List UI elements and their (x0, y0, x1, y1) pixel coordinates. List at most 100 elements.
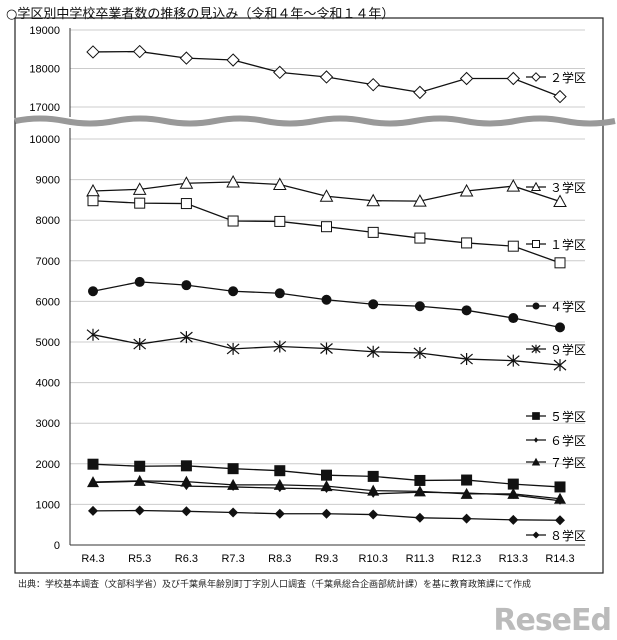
legend-label: １学区 (550, 237, 586, 252)
y-tick-label: 6000 (36, 296, 60, 308)
marker-open-triangle (459, 183, 474, 197)
marker-filled-circle (228, 286, 239, 297)
marker-filled-triangle (320, 480, 333, 492)
y-tick-label: 4000 (36, 378, 60, 390)
marker-filled-triangle (460, 487, 473, 499)
x-tick-label: R4.3 (81, 553, 104, 565)
marker-open-triangle (319, 189, 334, 202)
marker-open-square (180, 198, 192, 210)
marker-open-triangle (366, 193, 381, 207)
marker-filled-diamond (181, 506, 192, 517)
marker-filled-circle (274, 288, 285, 299)
marker-open-triangle (553, 194, 567, 208)
marker-open-square (274, 215, 286, 227)
y-tick-label: 2000 (36, 459, 60, 471)
marker-open-triangle (272, 177, 287, 190)
legend-label: ５学区 (550, 409, 586, 424)
y-tick-label: 9000 (36, 175, 60, 187)
x-tick-label: R13.3 (499, 553, 528, 565)
legend-label: ４学区 (550, 299, 586, 314)
marker-open-diamond (132, 44, 147, 59)
marker-open-triangle (413, 194, 427, 207)
marker-asterisk (133, 338, 147, 351)
marker-open-diamond (459, 71, 474, 86)
marker-filled-square (367, 470, 379, 482)
marker-open-square (532, 240, 540, 248)
marker-open-diamond (179, 51, 194, 65)
marker-asterisk (506, 354, 520, 367)
marker-filled-diamond (274, 508, 285, 519)
marker-filled-triangle (180, 475, 193, 487)
y-tick-label: 17000 (29, 102, 60, 114)
marker-asterisk (86, 328, 100, 341)
marker-filled-diamond (368, 509, 379, 520)
marker-filled-square (507, 478, 519, 490)
y-tick-label: 3000 (36, 418, 60, 430)
marker-filled-diamond (532, 531, 540, 539)
marker-open-diamond (531, 72, 541, 82)
legend-label: ２学区 (550, 70, 586, 85)
marker-filled-circle (508, 313, 519, 324)
marker-filled-circle (414, 301, 425, 312)
y-tick-label: 7000 (36, 256, 60, 268)
marker-filled-circle (461, 305, 472, 316)
marker-filled-triangle (531, 457, 541, 466)
legend-label: ７学区 (550, 455, 586, 470)
y-tick-label: 5000 (36, 337, 60, 349)
marker-filled-diamond (228, 507, 239, 518)
marker-open-triangle (179, 176, 194, 189)
x-tick-label: R8.3 (268, 553, 291, 565)
marker-open-diamond (273, 65, 287, 80)
marker-filled-circle (368, 299, 379, 310)
marker-filled-diamond (414, 512, 425, 523)
marker-open-diamond (226, 53, 240, 67)
x-tick-label: R12.3 (452, 553, 481, 565)
marker-open-square (367, 226, 379, 238)
marker-filled-triangle (133, 474, 146, 486)
marker-asterisk (460, 353, 473, 366)
marker-filled-square (87, 458, 99, 470)
x-tick-label: R5.3 (128, 553, 151, 565)
marker-filled-square (532, 412, 540, 420)
marker-filled-triangle (554, 492, 566, 504)
marker-small-diamond (533, 437, 539, 443)
marker-filled-diamond (88, 505, 98, 516)
y-tick-label: 10000 (29, 134, 60, 146)
marker-open-diamond (553, 89, 567, 104)
y-tick-label: 19000 (29, 25, 60, 37)
x-tick-label: R6.3 (175, 553, 198, 565)
marker-filled-circle (88, 286, 98, 297)
marker-filled-triangle (367, 484, 380, 496)
marker-open-diamond (506, 71, 521, 86)
x-tick-label: R14.3 (545, 553, 574, 565)
marker-asterisk (366, 345, 380, 358)
marker-asterisk (226, 342, 240, 355)
marker-filled-diamond (321, 508, 332, 519)
y-tick-label: 0 (54, 540, 60, 552)
marker-filled-circle (181, 280, 192, 291)
marker-asterisk (531, 344, 541, 354)
marker-open-diamond (413, 85, 427, 100)
x-tick-label: R9.3 (315, 553, 338, 565)
marker-filled-circle (532, 302, 540, 310)
marker-open-square (554, 257, 566, 269)
marker-filled-square (274, 465, 286, 477)
axis-break-band (14, 115, 616, 127)
marker-filled-triangle (413, 485, 426, 497)
marker-filled-diamond (461, 513, 472, 524)
source-note: 出典：学校基本調査（文部科学省）及び千葉県年齢別町丁字別人口調査（千葉県総合企画… (18, 580, 532, 590)
marker-open-square (461, 237, 473, 249)
legend-label: ６学区 (550, 433, 586, 448)
marker-open-square (87, 195, 99, 207)
marker-filled-square (461, 474, 473, 486)
marker-asterisk (320, 342, 333, 355)
marker-filled-triangle (87, 476, 99, 488)
marker-filled-diamond (508, 514, 519, 525)
marker-asterisk (180, 331, 193, 344)
marker-asterisk (553, 359, 567, 372)
marker-filled-circle (555, 322, 565, 333)
marker-open-square (134, 197, 146, 209)
legend-label: ８学区 (550, 528, 586, 543)
marker-filled-triangle (227, 478, 240, 490)
